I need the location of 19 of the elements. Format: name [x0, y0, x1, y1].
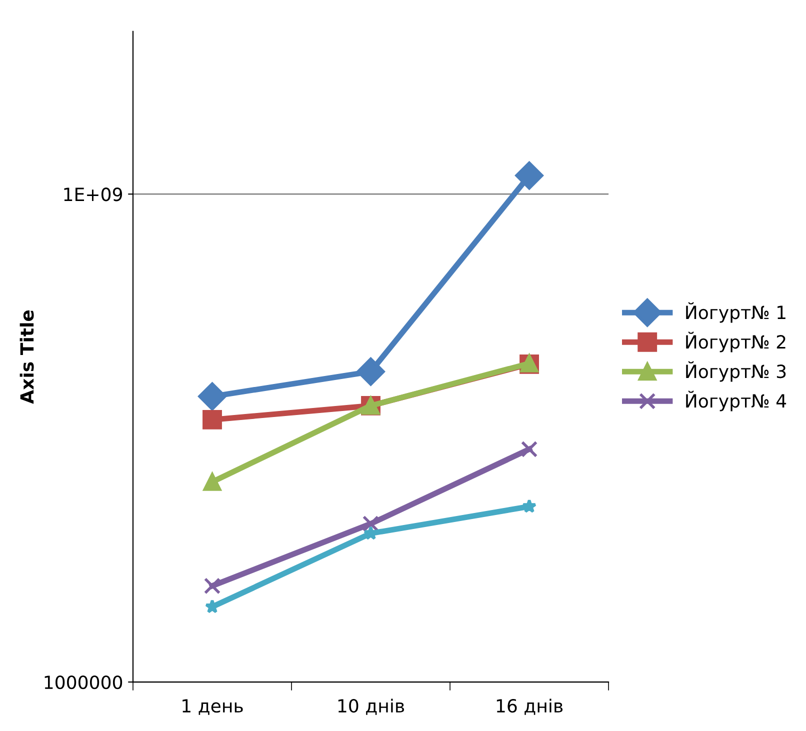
x-tick-label: 16 днів	[496, 698, 563, 715]
y-axis-title: Axis Title	[20, 310, 34, 404]
legend-label: Йогурт№ 4	[686, 390, 786, 412]
x-tick-label: 1 день	[182, 699, 243, 715]
point	[522, 498, 537, 513]
legend-label: Йогурт№ 2	[686, 332, 786, 352]
point	[202, 410, 222, 430]
point	[356, 357, 385, 386]
point	[198, 382, 226, 411]
point	[203, 472, 222, 491]
point	[520, 440, 538, 458]
point	[515, 161, 544, 190]
x-tick-label: 10 днів	[338, 698, 404, 715]
legend-label: Йогурт№ 1	[686, 302, 786, 323]
y-tick-label: 1E+09	[64, 188, 122, 202]
point	[362, 515, 380, 532]
y-tick-label: 1000000	[44, 675, 122, 690]
point	[204, 578, 221, 594]
legend-label: Йогурт№ 3	[686, 361, 786, 382]
